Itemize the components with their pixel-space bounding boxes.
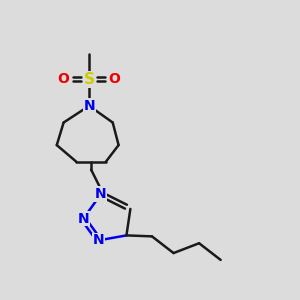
Text: N: N	[83, 99, 95, 113]
Text: S: S	[84, 72, 94, 87]
Text: N: N	[95, 187, 107, 201]
Text: N: N	[77, 212, 89, 226]
Text: N: N	[93, 233, 105, 247]
Text: O: O	[58, 72, 70, 86]
Text: O: O	[109, 72, 121, 86]
